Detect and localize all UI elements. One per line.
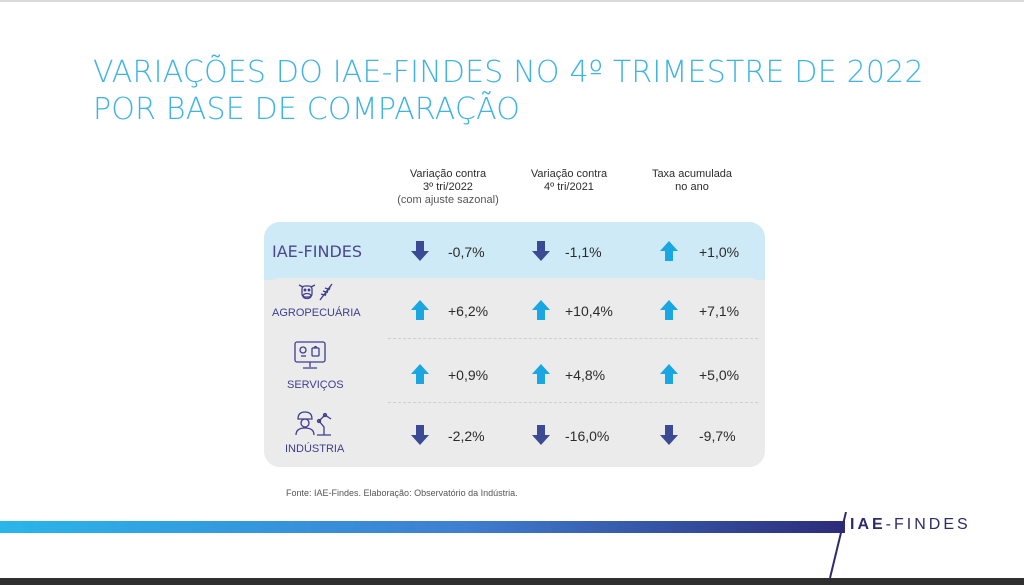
row-label-servicos: SERVIÇOS [287, 379, 344, 391]
row-divider [388, 338, 758, 339]
column-header-1: Variação contra 3º tri/2022 (com ajuste … [383, 168, 513, 207]
arrow-down-icon [660, 425, 678, 445]
column-header-2: Variação contra 4º tri/2021 [504, 168, 634, 194]
value-text: +6,2% [448, 303, 489, 319]
row-label-agropecuaria: AGROPECUÁRIA [272, 307, 361, 319]
value-text: -9,7% [699, 428, 736, 444]
highlight-band [264, 222, 765, 280]
arrow-down-icon [532, 241, 550, 261]
arrow-up-icon [660, 300, 678, 320]
column-header-3-line1: Taxa acumulada [651, 168, 733, 180]
column-header-3-line2: no ano [675, 181, 709, 193]
arrow-up-icon [411, 364, 429, 384]
arrow-down-icon [532, 425, 550, 445]
column-header-1-line3: (com ajuste sazonal) [397, 194, 499, 206]
arrow-up-icon [532, 300, 550, 320]
title-line-2: POR BASE DE COMPARAÇÃO [93, 92, 521, 127]
value-text: +7,1% [699, 303, 740, 319]
value-text: +1,0% [699, 244, 740, 260]
monitor-icon [294, 341, 326, 369]
brand-logo: IAE-FINDES [850, 516, 971, 534]
arrow-up-icon [532, 364, 550, 384]
results-card [264, 222, 765, 467]
title-line-1: VARIAÇÕES DO IAE-FINDES NO 4º TRIMESTRE … [93, 55, 924, 90]
column-header-2-line2: 4º tri/2021 [544, 181, 594, 193]
arrow-down-icon [411, 241, 429, 261]
bottom-border [0, 578, 1024, 585]
value-text: +4,8% [565, 367, 606, 383]
value-text: +5,0% [699, 367, 740, 383]
footer-gradient-bar [0, 521, 845, 533]
arrow-down-icon [411, 425, 429, 445]
value-text: -16,0% [565, 428, 610, 444]
brand-part2: -FINDES [885, 516, 971, 533]
top-border [0, 0, 1024, 2]
column-header-2-line1: Variação contra [530, 168, 608, 180]
sectors-panel [264, 278, 765, 467]
value-text: -1,1% [565, 244, 602, 260]
value-text: -2,2% [448, 428, 485, 444]
column-header-1-line1: Variação contra [409, 168, 487, 180]
value-text: +10,4% [565, 303, 613, 319]
source-note: Fonte: IAE-Findes. Elaboração: Observató… [286, 488, 518, 498]
value-text: -0,7% [448, 244, 485, 260]
footer-slash [829, 512, 847, 578]
page-title: VARIAÇÕES DO IAE-FINDES NO 4º TRIMESTRE … [93, 54, 953, 128]
column-header-1-line2: 3º tri/2022 [423, 181, 473, 193]
worker-robot-icon [295, 411, 332, 436]
column-header-3: Taxa acumulada no ano [627, 168, 757, 194]
arrow-up-icon [411, 300, 429, 320]
row-divider [388, 402, 758, 403]
arrow-up-icon [660, 241, 678, 261]
arrow-up-icon [660, 364, 678, 384]
row-label-industria: INDÚSTRIA [285, 443, 345, 455]
brand-part1: IAE [850, 516, 886, 533]
value-text: +0,9% [448, 367, 489, 383]
cow-wheat-icon [298, 283, 333, 301]
row-label-iae-findes: IAE-FINDES [272, 242, 363, 261]
